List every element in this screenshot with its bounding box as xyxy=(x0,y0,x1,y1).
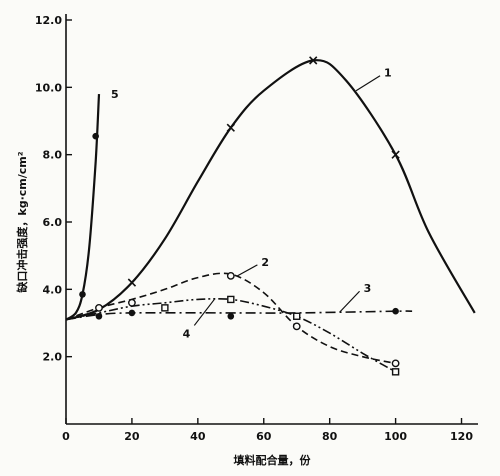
curve-labels: 1 2 3 4 5 xyxy=(111,67,392,341)
series-4-label: 4 xyxy=(183,327,191,340)
y-tick-label-3: 8.0 xyxy=(43,149,63,162)
y-tick-label-1: 4.0 xyxy=(43,283,63,296)
x-tick-label-1: 20 xyxy=(124,430,140,443)
series-5-point-1 xyxy=(92,132,99,140)
series-1-label: 1 xyxy=(384,67,392,80)
series-2-point-4 xyxy=(391,359,400,368)
series-group xyxy=(65,59,476,373)
series-4-leader xyxy=(193,299,215,326)
markers-group xyxy=(79,56,400,376)
series-3-leader xyxy=(339,290,361,313)
series-4-point-1 xyxy=(227,295,235,304)
series-4-point-3 xyxy=(391,368,400,376)
y-tick-label-5: 12.0 xyxy=(35,14,62,27)
series-5-label: 5 xyxy=(111,88,119,101)
x-tick-label-5: 100 xyxy=(384,430,407,443)
series-1-point-3 xyxy=(391,150,400,159)
y-tick-label-0: 2.0 xyxy=(43,351,63,364)
series-3-point-0 xyxy=(95,312,103,320)
y-axis-title: 缺口冲击强度，kg·cm/cm² xyxy=(15,151,29,293)
y-tick-label-4: 10.0 xyxy=(35,81,62,94)
series-3-point-1 xyxy=(128,309,136,317)
series-1-point-1 xyxy=(226,123,235,132)
series-1-leader xyxy=(355,75,381,92)
x-axis-title: 填料配合量，份 xyxy=(234,453,312,467)
series-2-label: 2 xyxy=(261,256,269,269)
series-2-point-0 xyxy=(95,303,103,312)
x-tick-label-0: 0 xyxy=(62,430,70,443)
series-2-leader xyxy=(237,264,258,277)
series-4-line xyxy=(65,297,396,373)
series-4-point-0 xyxy=(161,304,169,312)
series-4-point-2 xyxy=(293,312,301,320)
series-1-line xyxy=(65,59,476,321)
series-3-label: 3 xyxy=(364,282,372,295)
y-tick-label-2: 6.0 xyxy=(43,216,63,229)
series-1-point-0 xyxy=(127,278,137,287)
x-tick-label-4: 80 xyxy=(322,430,338,443)
axes: 0 20 40 60 80 100 120 2.0 4.0 6.0 8.0 10.0 12.0 填料配合量… xyxy=(15,14,478,467)
series-2-point-1 xyxy=(128,298,136,307)
series-2-point-3 xyxy=(292,322,301,331)
series-3-point-3 xyxy=(392,307,399,315)
x-tick-label-2: 40 xyxy=(190,430,206,443)
series-3-line xyxy=(65,310,413,321)
series-2-point-2 xyxy=(226,271,235,280)
x-tick-label-6: 120 xyxy=(450,430,473,443)
series-3-point-2 xyxy=(227,312,235,320)
series-1-point-2 xyxy=(309,56,318,65)
series-5-point-0 xyxy=(79,291,86,298)
x-tick-label-3: 60 xyxy=(256,430,272,443)
series-5-line xyxy=(65,94,101,321)
